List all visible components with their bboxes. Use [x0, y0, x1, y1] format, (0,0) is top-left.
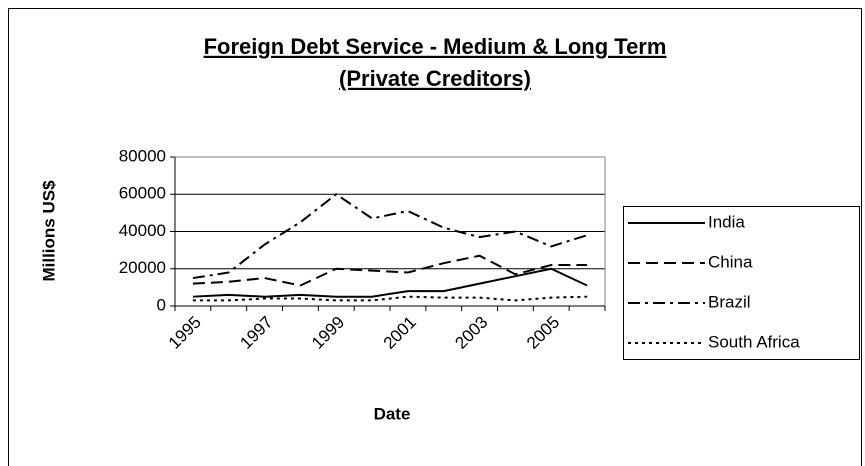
series-line [192, 295, 588, 302]
legend-label: South Africa [708, 332, 800, 351]
series-line [192, 193, 588, 280]
legend-label: Brazil [708, 292, 751, 311]
chart-subtitle: (Private Creditors) [339, 66, 531, 91]
chart-title: Foreign Debt Service - Medium & Long Ter… [204, 34, 667, 59]
y-tick-label: 20000 [119, 258, 166, 277]
y-tick-label: 60000 [119, 184, 166, 203]
series-line [192, 267, 588, 298]
legend-label: India [708, 212, 745, 231]
x-axis-label: Date [374, 404, 411, 423]
legend-label: China [708, 252, 753, 271]
y-tick-label: 0 [157, 295, 166, 314]
series-line [192, 254, 588, 287]
legend-box [623, 206, 860, 360]
y-tick-label: 40000 [119, 221, 166, 240]
y-tick-label: 80000 [119, 146, 166, 165]
y-axis-label: Millions US$ [39, 180, 58, 282]
